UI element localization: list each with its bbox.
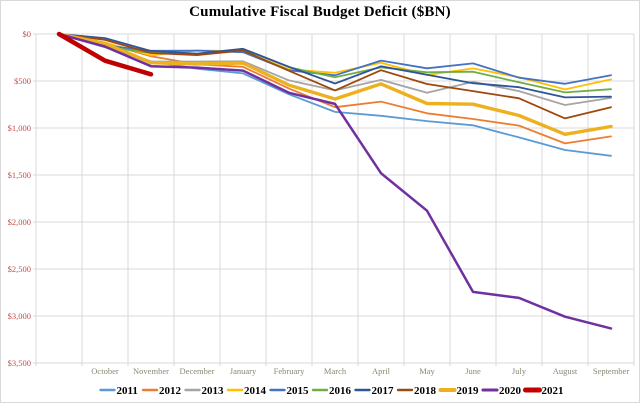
legend-item-2020: 2020 (481, 385, 522, 397)
y-axis-label: $500 (14, 76, 31, 86)
legend-item-2011: 2011 (99, 385, 138, 397)
legend-label-2021: 2021 (542, 385, 564, 397)
y-axis-label: $3,500 (8, 358, 31, 368)
legend-item-2019: 2019 (438, 385, 480, 397)
x-axis-label-july: July (512, 366, 527, 376)
legend-item-2017: 2017 (354, 385, 395, 397)
x-axis-label-april: April (372, 366, 391, 376)
legend-label-2015: 2015 (287, 385, 310, 397)
legend-label-2011: 2011 (117, 385, 138, 397)
x-axis-label-november: November (133, 366, 169, 376)
series-line-2018 (58, 33, 612, 120)
x-axis-label-may: May (419, 366, 435, 376)
y-axis-label: $0 (23, 29, 32, 39)
legend-item-2015: 2015 (269, 385, 310, 397)
legend-item-2013: 2013 (184, 385, 225, 397)
y-axis-label: $1,000 (8, 123, 31, 133)
series-line-2020 (57, 32, 613, 330)
y-axis-label: $2,000 (8, 217, 31, 227)
series-line-2017 (58, 33, 612, 99)
chart-title: Cumulative Fiscal Budget Deficit ($BN) (189, 4, 451, 20)
legend-label-2012: 2012 (159, 385, 182, 397)
x-axis-label-january: January (230, 366, 257, 376)
y-axis-label: $2,500 (8, 264, 31, 274)
y-axis-label: $3,000 (8, 311, 31, 321)
legend-item-2012: 2012 (141, 385, 182, 397)
x-axis-label-august: August (553, 366, 578, 376)
legend-label-2019: 2019 (457, 385, 480, 397)
x-axis-label-september: September (593, 366, 630, 376)
legend-label-2013: 2013 (202, 385, 225, 397)
x-axis-label-march: March (324, 366, 347, 376)
legend-item-2016: 2016 (311, 385, 352, 397)
series-line-2012 (58, 33, 612, 145)
x-axis-label-december: December (180, 366, 215, 376)
y-axis-label: $1,500 (8, 170, 31, 180)
series-line-2021 (56, 31, 154, 77)
legend-label-2017: 2017 (372, 385, 395, 397)
legend-item-2014: 2014 (226, 385, 267, 397)
x-axis-label-june: June (465, 366, 481, 376)
legend-item-2018: 2018 (396, 385, 437, 397)
series-line-2019 (57, 32, 613, 137)
legend-label-2016: 2016 (329, 385, 352, 397)
legend-item-2021: 2021 (523, 385, 564, 397)
x-axis-label-february: February (274, 366, 305, 376)
x-axis-label-october: October (91, 366, 119, 376)
legend-label-2018: 2018 (414, 385, 437, 397)
legend-label-2014: 2014 (244, 385, 267, 397)
legend-label-2020: 2020 (499, 385, 522, 397)
